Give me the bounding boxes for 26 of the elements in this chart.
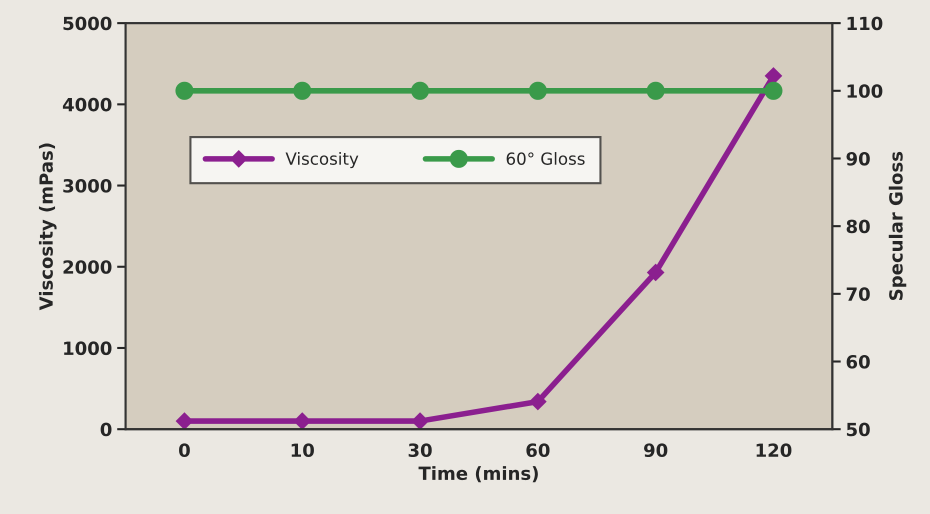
y-axis-title: Viscosity (mPas) — [38, 144, 57, 310]
y-tick-label: 4000 — [62, 98, 112, 112]
x-tick-label: 120 — [756, 443, 792, 458]
x-axis-title: Time (mins) — [418, 466, 538, 482]
x-tick-label: 0 — [179, 443, 190, 458]
y2-tick-label: 110 — [848, 16, 882, 30]
y-tick-label: 1000 — [64, 341, 112, 356]
y-tick-label: 5000 — [64, 16, 112, 30]
y-tick-label: 0 — [100, 422, 112, 436]
y2-tick-label: 80 — [846, 220, 870, 234]
point — [529, 392, 547, 410]
y2-axis-title: Specular Gloss — [888, 152, 906, 300]
legend-label: Viscosity — [286, 152, 358, 168]
legend-label: 60° Gloss — [506, 152, 585, 165]
x-tick-label: 10 — [292, 443, 314, 458]
y-tick-label: 3000 — [63, 179, 112, 193]
point — [646, 264, 664, 282]
y2-tick-label: 50 — [846, 422, 870, 436]
y-tick-label: 2000 — [64, 260, 112, 274]
x-tick-label: 30 — [408, 443, 432, 458]
x-tick-label: 90 — [644, 443, 668, 458]
y2-tick-label: 60 — [846, 354, 870, 369]
y2-tick-label: 90 — [846, 152, 870, 166]
y2-tick-label: 100 — [848, 84, 882, 98]
x-tick-label: 60 — [526, 443, 550, 458]
y2-tick-label: 70 — [846, 287, 870, 301]
